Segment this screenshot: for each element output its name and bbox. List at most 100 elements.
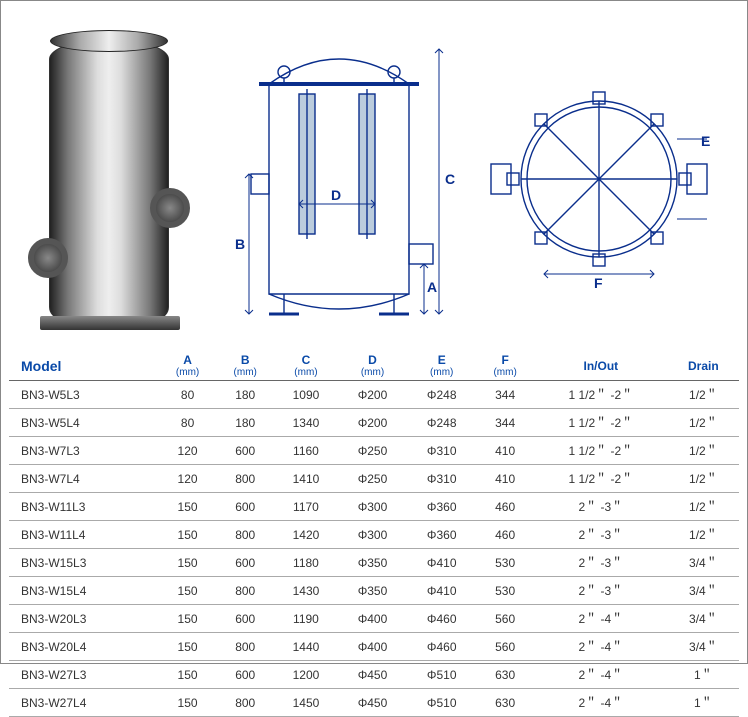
table-row: BN3-W5L3801801090Φ200Φ2483441 1/2＂ -2＂1/…	[9, 381, 739, 409]
col-drain: Drain	[668, 347, 739, 381]
cell-B: 600	[216, 437, 274, 465]
cell-inout: 1 1/2＂ -2＂	[534, 381, 668, 409]
cell-D: Φ450	[338, 689, 407, 717]
cell-D: Φ400	[338, 605, 407, 633]
cell-inout: 2＂ -4＂	[534, 633, 668, 661]
cell-F: 344	[476, 409, 534, 437]
col-inout: In/Out	[534, 347, 668, 381]
cell-drain: 3/4＂	[668, 577, 739, 605]
cell-B: 600	[216, 549, 274, 577]
cell-drain: 3/4＂	[668, 633, 739, 661]
cell-E: Φ510	[407, 661, 476, 689]
table-row: BN3-W15L41508001430Φ350Φ4105302＂ -3＂3/4＂	[9, 577, 739, 605]
cell-B: 600	[216, 661, 274, 689]
inlet-flange	[28, 238, 68, 278]
cell-D: Φ300	[338, 493, 407, 521]
cell-inout: 2＂ -3＂	[534, 493, 668, 521]
table-row: BN3-W20L31506001190Φ400Φ4605602＂ -4＂3/4＂	[9, 605, 739, 633]
dim-a-label: A	[427, 279, 437, 295]
outlet-flange	[150, 188, 190, 228]
cell-drain: 1/2＂	[668, 381, 739, 409]
base-foot	[40, 316, 180, 330]
cell-E: Φ310	[407, 465, 476, 493]
cell-E: Φ510	[407, 689, 476, 717]
cell-D: Φ450	[338, 661, 407, 689]
cell-E: Φ460	[407, 633, 476, 661]
cell-C: 1170	[274, 493, 338, 521]
cell-model: BN3-W7L4	[9, 465, 159, 493]
product-photo	[19, 24, 199, 334]
cell-model: BN3-W7L3	[9, 437, 159, 465]
cell-F: 344	[476, 381, 534, 409]
cell-D: Φ250	[338, 437, 407, 465]
table-row: BN3-W7L31206001160Φ250Φ3104101 1/2＂ -2＂1…	[9, 437, 739, 465]
dim-c-label: C	[445, 171, 455, 187]
cell-D: Φ350	[338, 577, 407, 605]
cell-D: Φ200	[338, 381, 407, 409]
cell-C: 1090	[274, 381, 338, 409]
cell-C: 1180	[274, 549, 338, 577]
cell-B: 800	[216, 465, 274, 493]
table-header: ModelA(mm)B(mm)C(mm)D(mm)E(mm)F(mm)In/Ou…	[9, 347, 739, 381]
cell-A: 80	[159, 409, 217, 437]
cell-A: 120	[159, 437, 217, 465]
cell-F: 560	[476, 633, 534, 661]
table-body: BN3-W5L3801801090Φ200Φ2483441 1/2＂ -2＂1/…	[9, 381, 739, 717]
cell-B: 800	[216, 577, 274, 605]
cell-model: BN3-W20L4	[9, 633, 159, 661]
cell-model: BN3-W11L3	[9, 493, 159, 521]
cell-E: Φ360	[407, 521, 476, 549]
cell-C: 1430	[274, 577, 338, 605]
cell-E: Φ410	[407, 549, 476, 577]
top-schematic: E F	[479, 24, 719, 334]
cell-B: 600	[216, 493, 274, 521]
cell-A: 150	[159, 549, 217, 577]
spec-table: ModelA(mm)B(mm)C(mm)D(mm)E(mm)F(mm)In/Ou…	[9, 347, 739, 717]
cell-C: 1420	[274, 521, 338, 549]
cell-A: 150	[159, 633, 217, 661]
col-E: E(mm)	[407, 347, 476, 381]
side-schematic: C B A D	[209, 24, 469, 334]
cell-model: BN3-W15L4	[9, 577, 159, 605]
cell-E: Φ460	[407, 605, 476, 633]
cell-B: 180	[216, 409, 274, 437]
cell-C: 1200	[274, 661, 338, 689]
cell-B: 180	[216, 381, 274, 409]
cell-D: Φ350	[338, 549, 407, 577]
cell-F: 460	[476, 521, 534, 549]
cell-F: 410	[476, 465, 534, 493]
cell-drain: 3/4＂	[668, 549, 739, 577]
col-C: C(mm)	[274, 347, 338, 381]
col-F: F(mm)	[476, 347, 534, 381]
filter-housing-render	[49, 39, 169, 319]
cell-inout: 2＂ -3＂	[534, 577, 668, 605]
cell-B: 800	[216, 521, 274, 549]
cell-B: 800	[216, 633, 274, 661]
cell-A: 150	[159, 577, 217, 605]
cell-model: BN3-W5L4	[9, 409, 159, 437]
cell-drain: 1/2＂	[668, 493, 739, 521]
cell-E: Φ410	[407, 577, 476, 605]
cell-inout: 1 1/2＂ -2＂	[534, 465, 668, 493]
cell-E: Φ310	[407, 437, 476, 465]
cell-D: Φ250	[338, 465, 407, 493]
dim-d-label: D	[331, 187, 341, 203]
cell-F: 630	[476, 689, 534, 717]
cell-D: Φ300	[338, 521, 407, 549]
cell-inout: 2＂ -3＂	[534, 549, 668, 577]
dim-e-label: E	[701, 133, 710, 149]
cell-inout: 2＂ -4＂	[534, 605, 668, 633]
cell-inout: 2＂ -4＂	[534, 689, 668, 717]
cell-C: 1440	[274, 633, 338, 661]
cell-drain: 1＂	[668, 689, 739, 717]
col-A: A(mm)	[159, 347, 217, 381]
table-row: BN3-W27L41508001450Φ450Φ5106302＂ -4＂1＂	[9, 689, 739, 717]
cell-drain: 1/2＂	[668, 437, 739, 465]
table-row: BN3-W15L31506001180Φ350Φ4105302＂ -3＂3/4＂	[9, 549, 739, 577]
cell-F: 410	[476, 437, 534, 465]
cell-model: BN3-W27L4	[9, 689, 159, 717]
cell-C: 1340	[274, 409, 338, 437]
dim-b-label: B	[235, 236, 245, 252]
table-row: BN3-W5L4801801340Φ200Φ2483441 1/2＂ -2＂1/…	[9, 409, 739, 437]
cell-drain: 3/4＂	[668, 605, 739, 633]
